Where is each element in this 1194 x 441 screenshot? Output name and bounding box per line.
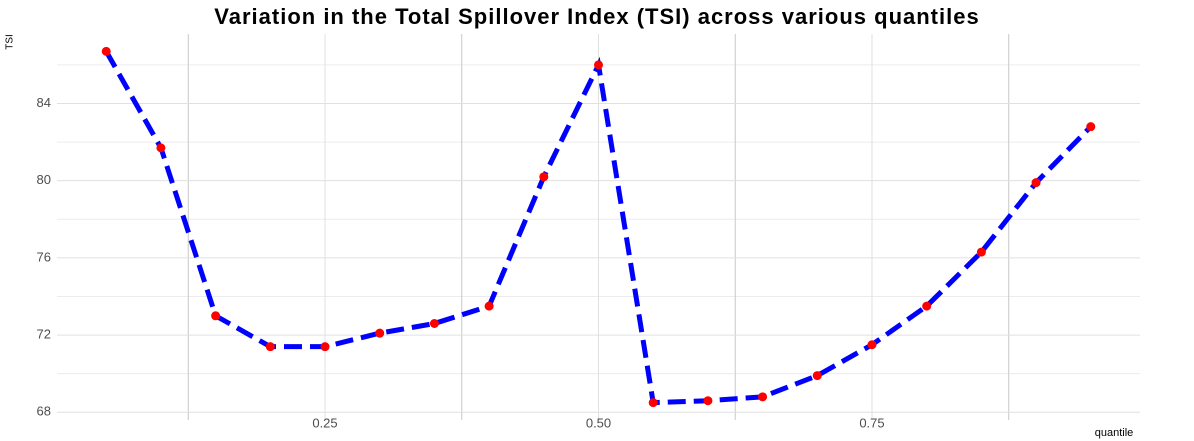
point <box>484 301 494 311</box>
point <box>976 247 986 257</box>
y-tick-label: 80 <box>37 172 51 187</box>
point <box>320 342 330 352</box>
point <box>758 392 768 402</box>
point <box>812 371 822 381</box>
point <box>211 311 221 321</box>
point <box>101 46 111 56</box>
y-tick-label: 76 <box>37 249 51 264</box>
x-tick-label: 0.25 <box>312 415 337 430</box>
y-tick-label: 84 <box>37 95 51 110</box>
y-tick-label: 72 <box>37 327 51 342</box>
point <box>1086 122 1096 132</box>
point <box>867 340 877 350</box>
chart-title: Variation in the Total Spillover Index (… <box>214 4 979 29</box>
point <box>922 301 932 311</box>
point <box>429 319 439 328</box>
point <box>539 172 549 182</box>
x-axis-label: quantile <box>1095 427 1134 439</box>
x-tick-label: 0.75 <box>859 415 884 430</box>
point <box>156 143 166 153</box>
point <box>594 60 603 70</box>
point <box>375 328 385 338</box>
point <box>265 342 275 352</box>
point <box>648 398 658 408</box>
point <box>703 396 713 406</box>
x-tick-label: 0.50 <box>586 415 611 430</box>
y-axis-label: TSI <box>5 34 16 50</box>
y-tick-label: 68 <box>37 404 51 419</box>
point <box>1031 178 1041 188</box>
